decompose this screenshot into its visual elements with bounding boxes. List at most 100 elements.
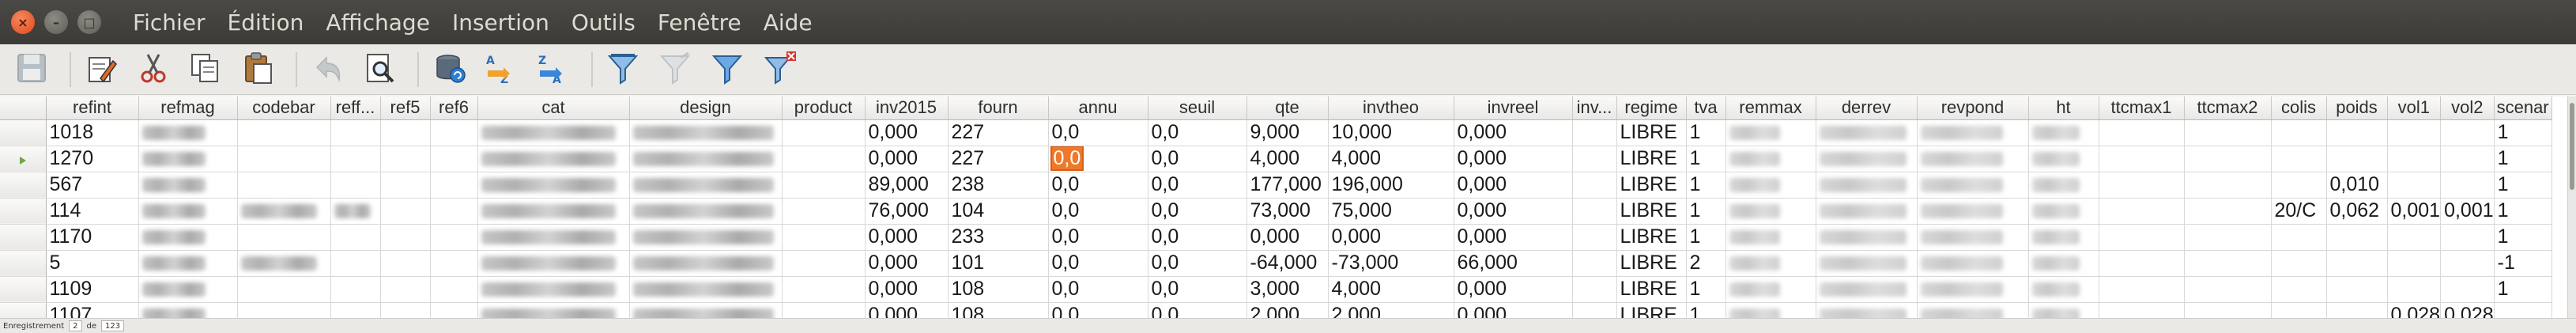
cell-reff[interactable] (330, 302, 381, 318)
column-header[interactable]: tva (1686, 96, 1726, 120)
row-selector[interactable] (0, 224, 47, 251)
cell-scenar[interactable]: 1 (2494, 119, 2552, 146)
cell-invreel[interactable]: 0,000 (1454, 119, 1573, 146)
cell-colis[interactable] (2271, 250, 2327, 277)
column-header[interactable]: refint (46, 96, 139, 120)
row-selector[interactable] (0, 198, 47, 225)
cell-product[interactable] (782, 250, 866, 277)
column-header[interactable]: product (782, 96, 866, 120)
table-row[interactable]: 567 89,000 238 0,0 0,0 177,000 196,000 0,000 LIB… (0, 172, 2552, 199)
cell-ttcmax1[interactable] (2099, 119, 2185, 146)
row-selector[interactable] (0, 119, 47, 146)
column-header[interactable]: regime (1616, 96, 1687, 120)
cell-product[interactable] (782, 276, 866, 303)
cell-ref5[interactable] (380, 224, 431, 251)
cell-refint[interactable]: 1270 (46, 146, 139, 172)
cell-inv2015[interactable]: 0,000 (865, 276, 949, 303)
cell-design[interactable] (629, 302, 783, 318)
column-header[interactable]: revpond (1917, 96, 2029, 120)
column-header[interactable]: qte (1247, 96, 1329, 120)
cell-invtheo[interactable]: 2,000 (1328, 302, 1454, 318)
cell-remmax[interactable] (1726, 146, 1816, 172)
cell-cat[interactable] (477, 276, 630, 303)
cell-colis[interactable] (2271, 276, 2327, 303)
paste-button[interactable] (236, 47, 280, 92)
column-header[interactable]: ttcmax2 (2184, 96, 2272, 120)
cell-inv2015[interactable]: 76,000 (865, 198, 949, 225)
cell-product[interactable] (782, 119, 866, 146)
table-row[interactable]: 5 0,000 101 0,0 0,0 -64,000 -73,000 66,000 LIBRE… (0, 250, 2552, 277)
cell-refint[interactable]: 567 (46, 172, 139, 199)
table-row[interactable]: 114 76,000 104 0,0 0,0 73,000 75,000 0,000 LIBRE… (0, 198, 2552, 225)
cell-design[interactable] (629, 250, 783, 277)
cell-ttcmax2[interactable] (2184, 302, 2272, 318)
cell-derrev[interactable] (1816, 198, 1918, 225)
cell-inv2015[interactable]: 89,000 (865, 172, 949, 199)
cell-ttcmax1[interactable] (2099, 302, 2185, 318)
cell-seuil[interactable]: 0,0 (1148, 250, 1247, 277)
cell-ref6[interactable] (430, 172, 478, 199)
cell-vol2[interactable] (2440, 276, 2495, 303)
column-header[interactable]: ref6 (430, 96, 478, 120)
cell-inv...[interactable] (1572, 119, 1617, 146)
cell-colis[interactable]: 20/C (2271, 198, 2327, 225)
cell-inv2015[interactable]: 0,000 (865, 224, 949, 251)
cell-remmax[interactable] (1726, 172, 1816, 199)
edit-button[interactable] (79, 47, 123, 92)
column-header[interactable]: derrev (1816, 96, 1918, 120)
cell-derrev[interactable] (1816, 172, 1918, 199)
cell-codebar[interactable] (237, 198, 331, 225)
cell-vol1[interactable] (2387, 146, 2442, 172)
cell-ref6[interactable] (430, 119, 478, 146)
row-selector[interactable] (0, 146, 47, 172)
cell-regime[interactable]: LIBRE (1616, 172, 1687, 199)
cell-derrev[interactable] (1816, 119, 1918, 146)
autofilter-button[interactable] (601, 47, 645, 92)
cell-codebar[interactable] (237, 224, 331, 251)
cell-revpond[interactable] (1917, 146, 2029, 172)
menu-outils[interactable]: Outils (571, 9, 636, 36)
cell-qte[interactable]: 177,000 (1247, 172, 1329, 199)
cell-reff[interactable] (330, 224, 381, 251)
cell-invtheo[interactable]: 4,000 (1328, 276, 1454, 303)
cell-scenar[interactable]: -1 (2494, 250, 2552, 277)
cell-invreel[interactable]: 0,000 (1454, 276, 1573, 303)
cell-ht[interactable] (2028, 146, 2099, 172)
cell-invreel[interactable]: 0,000 (1454, 224, 1573, 251)
cell-vol2[interactable] (2440, 119, 2495, 146)
cut-button[interactable] (131, 47, 175, 92)
menu-fenetre[interactable]: Fenêtre (657, 9, 741, 36)
cell-ht[interactable] (2028, 250, 2099, 277)
cell-inv...[interactable] (1572, 276, 1617, 303)
cell-refint[interactable]: 114 (46, 198, 139, 225)
cell-vol1[interactable] (2387, 250, 2442, 277)
cell-codebar[interactable] (237, 119, 331, 146)
column-header[interactable]: vol2 (2440, 96, 2495, 120)
cell-cat[interactable] (477, 119, 630, 146)
cell-fourn[interactable]: 101 (948, 250, 1049, 277)
cell-regime[interactable]: LIBRE (1616, 119, 1687, 146)
cell-regime[interactable]: LIBRE (1616, 146, 1687, 172)
cell-design[interactable] (629, 224, 783, 251)
cell-revpond[interactable] (1917, 198, 2029, 225)
cell-revpond[interactable] (1917, 276, 2029, 303)
cell-revpond[interactable] (1917, 302, 2029, 318)
cell-refmag[interactable] (138, 119, 238, 146)
cell-annu[interactable]: 0,0 (1048, 119, 1148, 146)
remove-filter-button[interactable] (757, 47, 801, 92)
cell-poids[interactable] (2326, 119, 2388, 146)
apply-filter-button[interactable] (705, 47, 749, 92)
cell-ttcmax1[interactable] (2099, 172, 2185, 199)
cell-refint[interactable]: 1109 (46, 276, 139, 303)
copy-button[interactable] (183, 47, 228, 92)
cell-invtheo[interactable]: 10,000 (1328, 119, 1454, 146)
cell-codebar[interactable] (237, 250, 331, 277)
column-header[interactable]: ref5 (380, 96, 431, 120)
cell-remmax[interactable] (1726, 250, 1816, 277)
cell-ttcmax2[interactable] (2184, 146, 2272, 172)
cell-derrev[interactable] (1816, 224, 1918, 251)
cell-inv...[interactable] (1572, 250, 1617, 277)
cell-ref6[interactable] (430, 224, 478, 251)
cell-ttcmax1[interactable] (2099, 276, 2185, 303)
cell-fourn[interactable]: 104 (948, 198, 1049, 225)
